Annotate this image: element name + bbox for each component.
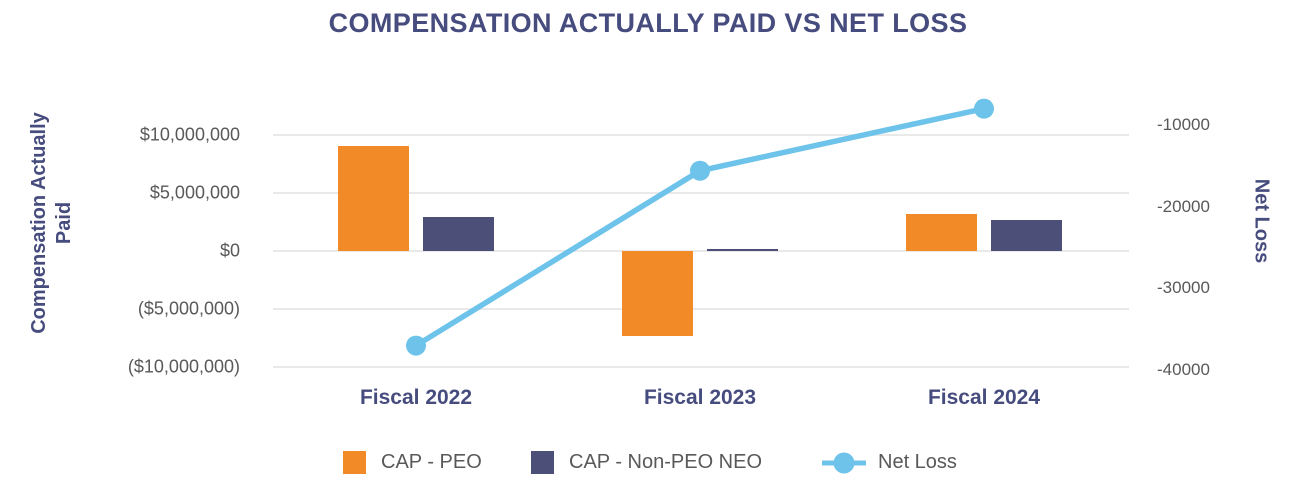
category-label-fiscal-2023: Fiscal 2023 <box>643 386 757 409</box>
point-net-loss-fiscal-2023 <box>690 160 710 181</box>
bar-cap-non-peo-neo-fiscal-2024 <box>991 219 1062 251</box>
gridline <box>273 366 1129 369</box>
bar-cap-non-peo-neo-fiscal-2023 <box>707 248 778 251</box>
left-axis-title-line1: Compensation Actually <box>28 112 50 334</box>
legend-line-marker-net-loss-icon <box>822 451 866 475</box>
left-axis-tick-label: $5,000,000 <box>149 182 240 203</box>
legend-item-cap-peo: CAP - PEO <box>343 449 482 476</box>
point-net-loss-fiscal-2024 <box>974 98 994 119</box>
gridline <box>273 133 1129 136</box>
bar-cap-peo-fiscal-2024 <box>906 213 977 251</box>
point-net-loss-fiscal-2022 <box>406 335 426 356</box>
right-axis-tick-label: -30000 <box>1157 278 1210 298</box>
category-label-fiscal-2024: Fiscal 2024 <box>927 386 1041 409</box>
right-axis-tick-label: -40000 <box>1157 360 1210 380</box>
legend-label: CAP - Non-PEO NEO <box>569 451 763 473</box>
bar-cap-peo-fiscal-2022 <box>338 146 409 251</box>
chart-title: COMPENSATION ACTUALLY PAID VS NET LOSS <box>328 8 968 38</box>
left-axis-tick-label: $10,000,000 <box>139 124 240 145</box>
legend-label: CAP - PEO <box>381 451 482 473</box>
legend-item-cap-non-peo-neo: CAP - Non-PEO NEO <box>531 449 762 476</box>
legend-swatch-cap-non-peo-neo-icon <box>531 451 554 474</box>
left-axis-title-line2: Paid <box>53 201 75 245</box>
right-axis-title: Net Loss <box>1250 178 1273 264</box>
left-axis-tick-label: ($10,000,000) <box>127 356 240 377</box>
left-axis-tick-label: ($5,000,000) <box>137 298 240 319</box>
left-axis-tick-label: $0 <box>219 240 240 261</box>
left-axis-title: Compensation Actually Paid <box>27 73 77 373</box>
legend-label: Net Loss <box>878 451 957 473</box>
gridline <box>273 308 1129 311</box>
right-axis-tick-label: -10000 <box>1157 115 1210 134</box>
bar-cap-peo-fiscal-2023 <box>622 251 693 336</box>
bar-cap-non-peo-neo-fiscal-2022 <box>423 217 494 251</box>
right-axis-tick-label: -20000 <box>1157 196 1210 216</box>
legend-item-net-loss: Net Loss <box>822 449 957 476</box>
category-label-fiscal-2022: Fiscal 2022 <box>359 386 473 409</box>
legend-swatch-cap-peo-icon <box>343 451 366 474</box>
